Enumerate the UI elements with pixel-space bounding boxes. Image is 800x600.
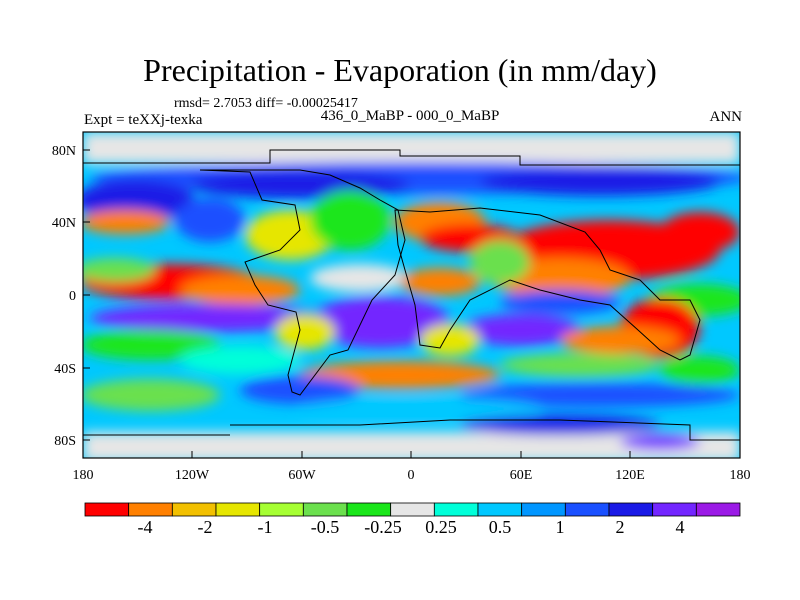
colorbar-swatch <box>171 502 217 517</box>
colorbar-swatch <box>652 502 697 517</box>
x-tick-label: 60E <box>510 468 533 483</box>
colorbar-swatch <box>477 502 523 517</box>
colorbar-swatch <box>259 502 304 517</box>
colorbar-label: -2 <box>198 517 213 537</box>
colorbar-swatch <box>695 502 741 517</box>
colorbar-swatch <box>302 502 348 517</box>
colorbar-swatch <box>84 502 130 517</box>
x-tick-label: 180 <box>730 468 751 483</box>
case-label: 436_0_MaBP - 000_0_MaBP <box>320 108 500 124</box>
land-outline <box>83 149 740 441</box>
colorbar-swatch <box>521 502 566 517</box>
x-tick-label: 180 <box>73 468 94 483</box>
colorbar-label: -4 <box>138 517 153 537</box>
colorbar-label: 4 <box>676 517 685 537</box>
stats-line: rmsd= 2.7053 diff= -0.00025417 <box>174 96 358 111</box>
colorbar <box>84 502 741 517</box>
colorbar-labels: -4 -2 -1 -0.5 -0.25 0.25 0.5 1 2 4 <box>138 517 685 537</box>
colorbar-swatch <box>128 502 173 517</box>
experiment-label: Expt = teXXj-texka <box>84 112 203 128</box>
colorbar-swatch <box>608 502 654 517</box>
y-tick-label: 80S <box>54 434 76 449</box>
x-tick-label: 60W <box>288 468 316 483</box>
x-tick-label: 120W <box>175 468 210 483</box>
colorbar-swatch <box>215 502 261 517</box>
field-map <box>83 132 740 458</box>
colorbar-swatch <box>346 502 392 517</box>
colorbar-swatch <box>564 502 610 517</box>
colorbar-label: 0.25 <box>425 517 457 537</box>
colorbar-label: -1 <box>258 517 273 537</box>
colorbar-label: 2 <box>616 517 625 537</box>
x-tick-label: 0 <box>408 468 415 483</box>
y-tick-label: 80N <box>52 144 76 159</box>
season-label: ANN <box>709 109 743 125</box>
colorbar-label: -0.5 <box>311 517 340 537</box>
colorbar-label: -0.25 <box>364 517 402 537</box>
axis-ticks <box>83 149 631 458</box>
plot-title: Precipitation - Evaporation (in mm/day) <box>143 52 657 88</box>
colorbar-swatch <box>390 502 435 517</box>
colorbar-swatch <box>433 502 479 517</box>
x-tick-label: 120E <box>615 468 645 483</box>
y-tick-label: 40S <box>54 362 76 377</box>
colorbar-label: 1 <box>556 517 565 537</box>
y-tick-label: 0 <box>69 289 76 304</box>
colorbar-label: 0.5 <box>489 517 512 537</box>
y-tick-label: 40N <box>52 216 76 231</box>
